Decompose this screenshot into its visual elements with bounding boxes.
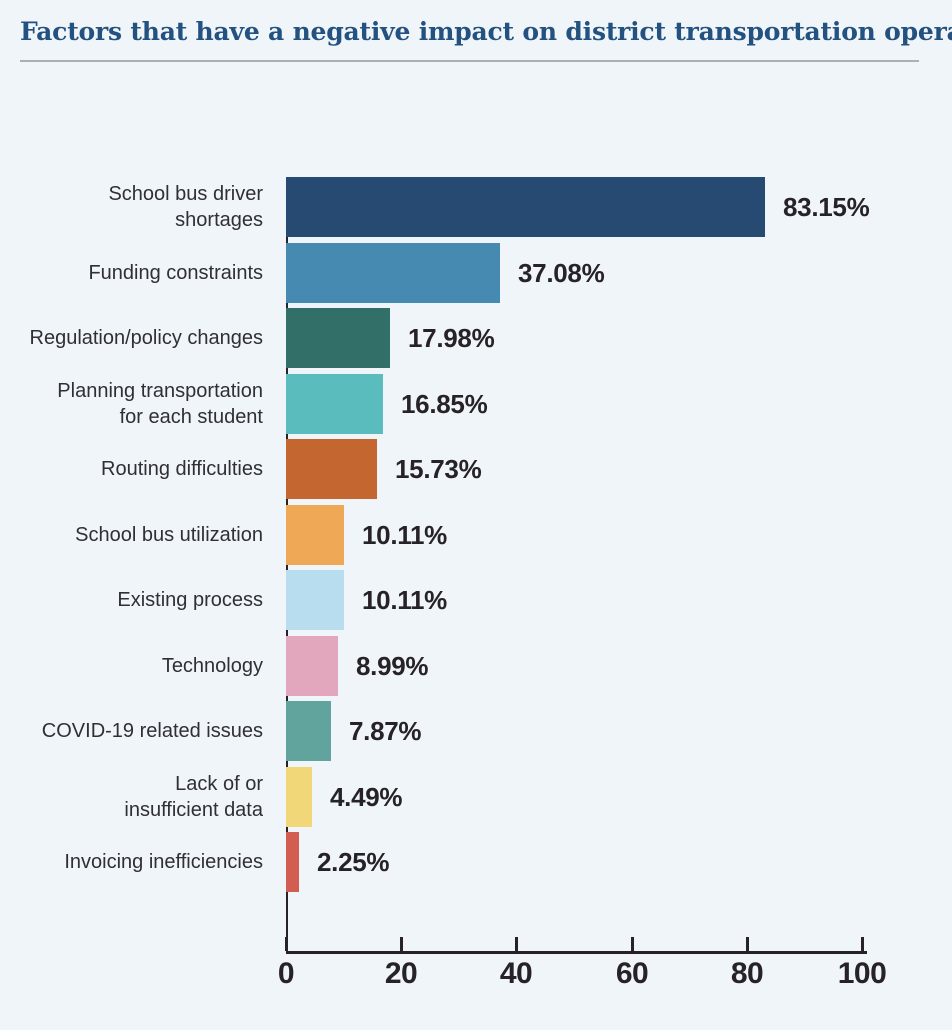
value-label: 2.25% [317,846,390,877]
x-tick-mark [400,937,403,951]
x-tick-label: 40 [499,957,533,990]
page-title: Factors that have a negative impact on d… [20,17,952,46]
x-axis-line [286,951,867,954]
bar [286,308,390,368]
x-tick-label: 20 [384,957,418,990]
x-tick-label: 60 [615,957,649,990]
value-label: 17.98% [408,322,495,353]
value-label: 7.87% [349,715,422,746]
value-label: 83.15% [783,191,870,222]
category-label: Routing difficulties [101,458,263,480]
category-label: COVID-19 related issues [41,720,263,742]
value-label: 16.85% [401,388,488,419]
y-axis-line [286,177,288,953]
plot-rows: School bus driver shortages 83.15% Funding… [0,177,952,953]
category-label: School bus utilization [75,524,263,546]
chart-row: Funding constraints 37.08% [0,243,952,303]
category-label: Existing process [117,589,263,611]
chart-row: COVID-19 related issues 7.87% [0,701,952,761]
category-label: School bus driver shortages [108,183,263,231]
category-label: Technology [161,655,263,677]
bar [286,243,500,303]
x-tick-label: 80 [730,957,764,990]
bar [286,177,765,237]
bar [286,767,312,827]
bar [286,505,344,565]
value-label: 4.49% [330,781,403,812]
value-label: 10.11% [362,584,447,615]
chart-row: School bus driver shortages 83.15% [0,177,952,237]
x-tick-mark [861,937,864,951]
chart-row: School bus utilization 10.11% [0,505,952,565]
bar [286,701,331,761]
bar [286,374,383,434]
value-label: 10.11% [362,519,447,550]
chart-row: Invoicing inefficiencies 2.25% [0,832,952,892]
value-label: 15.73% [395,453,482,484]
title-divider [20,60,919,62]
bar [286,570,344,630]
chart-row: Regulation/policy changes 17.98% [0,308,952,368]
chart-row: Lack of or insufficient data 4.49% [0,767,952,827]
x-tick-label: 0 [277,957,295,990]
chart-row: Planning transportation for each student… [0,374,952,434]
value-label: 37.08% [518,257,605,288]
chart-row: Existing process 10.11% [0,570,952,630]
bar [286,832,299,892]
bar [286,636,338,696]
category-label: Funding constraints [88,262,263,284]
category-label: Regulation/policy changes [29,327,264,349]
x-tick-mark [515,937,518,951]
chart-row: Technology 8.99% [0,636,952,696]
category-label: Planning transportation for each student [57,380,263,428]
chart-row: Routing difficulties 15.73% [0,439,952,499]
value-label: 8.99% [356,650,429,681]
category-label: Invoicing inefficiencies [64,851,263,873]
category-label: Lack of or insufficient data [124,773,263,821]
x-tick-mark [631,937,634,951]
bar [286,439,377,499]
x-tick-mark [746,937,749,951]
x-tick-mark [285,937,288,951]
x-tick-label: 100 [837,957,887,990]
